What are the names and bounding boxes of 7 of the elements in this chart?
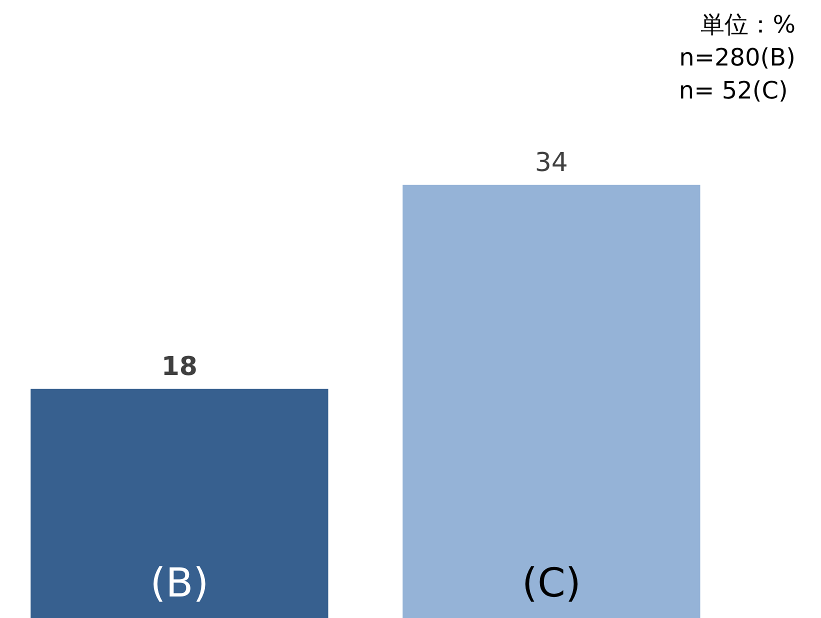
text: n= 52(C) [678,76,788,104]
text: 単位：% [700,10,796,38]
x-tick-label: (C) [522,560,581,606]
x-tick-label: (B) [150,560,209,606]
data-label: 34 [534,148,568,178]
text: n=280(B) [679,44,796,72]
data-label: 18 [161,352,198,382]
